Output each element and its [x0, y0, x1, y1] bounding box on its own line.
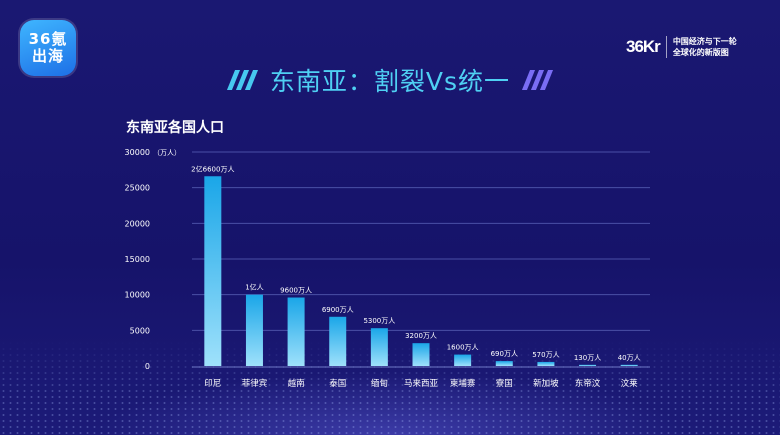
bar-data-label: 570万人 — [532, 351, 559, 359]
36kr-mark: 36Kr — [626, 37, 661, 56]
x-tick-label: 新加坡 — [533, 378, 559, 389]
36kr-chuhai-logo: 36氪 出海 — [20, 20, 76, 76]
x-tick-label: 印尼 — [204, 378, 221, 389]
x-tick-label: 柬埔寨 — [450, 378, 476, 389]
x-tick-label: 马来西亚 — [404, 379, 439, 389]
y-axis-unit-label: （万人） — [153, 149, 181, 157]
x-tick-label: 汶莱 — [621, 378, 639, 389]
bar — [287, 297, 305, 366]
logo-divider — [665, 36, 667, 58]
bar-data-label: 40万人 — [618, 354, 641, 362]
bar — [537, 361, 555, 366]
y-tick-label: 10000 — [125, 291, 150, 300]
bar-data-label: 2亿6600万人 — [191, 164, 234, 173]
x-tick-label: 东帝汶 — [575, 378, 601, 389]
x-tick-label: 缅甸 — [371, 378, 388, 389]
y-tick-label: 0 — [145, 362, 150, 371]
bar-data-label: 9600万人 — [280, 287, 312, 295]
36kr-brand-logo: 36Kr 中国经济与下一轮 全球化的新版图 — [626, 34, 737, 60]
y-tick-label: 5000 — [130, 326, 150, 335]
logo-line-2: 出海 — [31, 47, 64, 65]
page-title-bar: 东南亚：割裂Vs统一 — [0, 62, 780, 98]
bar — [412, 343, 430, 366]
bar-data-label: 690万人 — [491, 350, 518, 358]
y-tick-label: 20000 — [125, 219, 150, 228]
bar — [454, 354, 472, 366]
bar — [495, 361, 513, 366]
x-tick-label: 泰国 — [329, 378, 346, 389]
bar — [204, 176, 222, 366]
bar-data-label: 1600万人 — [447, 344, 479, 352]
y-tick-label: 30000 — [125, 148, 150, 157]
bar — [329, 316, 347, 366]
bar — [245, 294, 263, 366]
x-tick-label: 寮国 — [496, 378, 513, 389]
bar-data-label: 130万人 — [574, 354, 601, 362]
x-tick-label: 菲律宾 — [242, 378, 268, 389]
bar-data-label: 1亿人 — [245, 283, 263, 292]
brand-tagline: 中国经济与下一轮 全球化的新版图 — [673, 36, 737, 58]
dot-grid-decoration — [0, 340, 780, 435]
tagline-line-2: 全球化的新版图 — [672, 48, 729, 57]
bar-data-label: 3200万人 — [405, 332, 437, 340]
y-tick-label: 25000 — [125, 184, 150, 193]
bar-data-label: 5300万人 — [363, 317, 395, 325]
bar-data-label: 6900万人 — [322, 306, 354, 314]
bar — [370, 328, 388, 366]
bar — [620, 364, 638, 366]
page-title: 东南亚：割裂Vs统一 — [269, 67, 511, 96]
tagline-line-1: 中国经济与下一轮 — [672, 37, 737, 46]
logo-line-1: 36氪 — [28, 30, 68, 48]
y-tick-label: 15000 — [125, 255, 150, 264]
chart-title: 东南亚各国人口 — [126, 120, 224, 136]
x-tick-label: 越南 — [288, 378, 305, 389]
bar — [579, 364, 597, 366]
